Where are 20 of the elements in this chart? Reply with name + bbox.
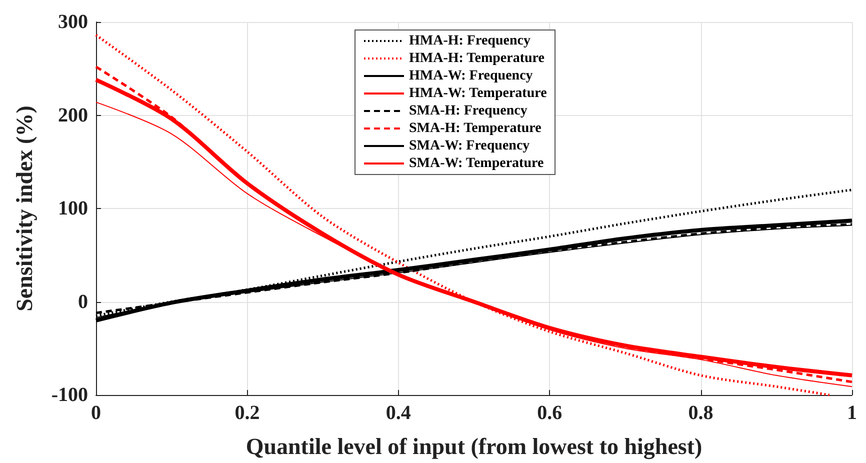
y-tick-label: 100 xyxy=(58,198,88,220)
legend-label: SMA-H: Temperature xyxy=(409,121,542,136)
y-tick-label: -100 xyxy=(51,384,88,406)
legend-label: SMA-W: Temperature xyxy=(409,156,544,171)
y-axis-title: Sensitivity index (%) xyxy=(12,106,37,312)
legend-label: HMA-H: Frequency xyxy=(409,34,530,48)
y-tick-label: 0 xyxy=(78,290,88,313)
legend-label: SMA-W: Frequency xyxy=(409,138,530,154)
legend-label: HMA-W: Frequency xyxy=(409,68,533,84)
legend-label: HMA-H: Temperature xyxy=(409,51,544,66)
x-tick-label: 0.4 xyxy=(386,402,411,424)
y-tick-label: 300 xyxy=(58,11,88,33)
x-tick-label: 0.2 xyxy=(234,402,260,424)
legend-label: HMA-W: Temperature xyxy=(409,86,547,101)
x-tick-label: 1 xyxy=(847,402,857,424)
x-tick-label: 0.6 xyxy=(537,402,562,424)
y-tick-label: 200 xyxy=(58,104,88,126)
legend-label: SMA-H: Frequency xyxy=(409,104,528,118)
x-axis-title: Quantile level of input (from lowest to highest) xyxy=(246,434,702,460)
x-tick-label: 0.8 xyxy=(688,402,714,424)
